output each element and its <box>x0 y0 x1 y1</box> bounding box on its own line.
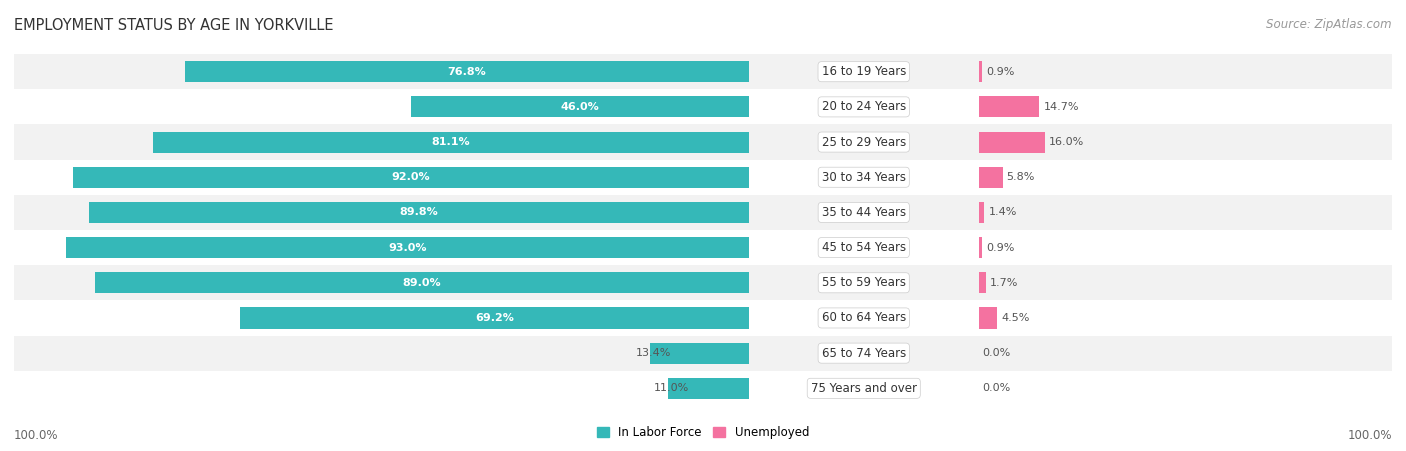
Bar <box>979 237 983 258</box>
Text: 0.9%: 0.9% <box>987 243 1015 253</box>
Text: 60 to 64 Years: 60 to 64 Years <box>821 312 905 324</box>
Bar <box>0 89 1406 124</box>
Bar <box>0 300 1406 336</box>
Bar <box>0 230 1406 265</box>
Bar <box>0 371 1406 406</box>
Bar <box>0 124 1406 160</box>
Bar <box>0 265 1406 300</box>
Bar <box>0 89 1406 124</box>
Bar <box>0 160 1406 195</box>
Bar <box>979 272 986 293</box>
Bar <box>979 167 1002 188</box>
Text: 20 to 24 Years: 20 to 24 Years <box>821 101 905 113</box>
Bar <box>89 202 749 223</box>
Bar <box>0 265 1406 300</box>
Bar <box>0 371 1406 406</box>
Bar <box>0 54 1406 89</box>
Bar <box>0 54 1406 89</box>
Text: 25 to 29 Years: 25 to 29 Years <box>821 136 905 148</box>
Text: 65 to 74 Years: 65 to 74 Years <box>821 347 905 359</box>
Bar <box>979 202 984 223</box>
Text: 75 Years and over: 75 Years and over <box>811 382 917 395</box>
Text: 45 to 54 Years: 45 to 54 Years <box>821 241 905 254</box>
Bar <box>668 378 749 399</box>
Text: 69.2%: 69.2% <box>475 313 515 323</box>
Bar <box>0 300 1406 336</box>
Bar <box>0 54 1406 89</box>
Bar <box>979 61 983 82</box>
Legend: In Labor Force, Unemployed: In Labor Force, Unemployed <box>591 420 815 445</box>
Text: 1.4%: 1.4% <box>988 207 1017 217</box>
Bar <box>66 237 749 258</box>
Text: EMPLOYMENT STATUS BY AGE IN YORKVILLE: EMPLOYMENT STATUS BY AGE IN YORKVILLE <box>14 18 333 33</box>
Text: 30 to 34 Years: 30 to 34 Years <box>821 171 905 184</box>
Text: 0.9%: 0.9% <box>987 67 1015 77</box>
Text: 0.0%: 0.0% <box>983 383 1011 393</box>
Bar <box>0 336 1406 371</box>
Text: 100.0%: 100.0% <box>1347 429 1392 442</box>
Text: 93.0%: 93.0% <box>388 243 426 253</box>
Text: 76.8%: 76.8% <box>447 67 486 77</box>
Text: 14.7%: 14.7% <box>1043 102 1078 112</box>
Bar <box>0 371 1406 406</box>
Bar <box>0 195 1406 230</box>
Bar <box>0 195 1406 230</box>
Bar <box>73 167 749 188</box>
Text: 55 to 59 Years: 55 to 59 Years <box>821 276 905 289</box>
Text: 92.0%: 92.0% <box>392 172 430 182</box>
Text: 0.0%: 0.0% <box>983 348 1011 358</box>
Text: 89.0%: 89.0% <box>402 278 441 288</box>
Text: Source: ZipAtlas.com: Source: ZipAtlas.com <box>1267 18 1392 31</box>
Bar <box>0 336 1406 371</box>
Bar <box>0 124 1406 160</box>
Bar <box>0 265 1406 300</box>
Text: 46.0%: 46.0% <box>561 102 599 112</box>
Bar <box>651 343 749 364</box>
Text: 16.0%: 16.0% <box>1049 137 1084 147</box>
Bar <box>94 272 749 293</box>
Bar <box>153 132 749 152</box>
Text: 16 to 19 Years: 16 to 19 Years <box>821 65 905 78</box>
Text: 4.5%: 4.5% <box>1001 313 1029 323</box>
Bar <box>979 132 1045 152</box>
Text: 13.4%: 13.4% <box>636 348 671 358</box>
Text: 89.8%: 89.8% <box>399 207 439 217</box>
Bar <box>0 124 1406 160</box>
Bar <box>979 97 1039 117</box>
Bar <box>0 89 1406 124</box>
Text: 100.0%: 100.0% <box>14 429 59 442</box>
Bar <box>979 308 997 328</box>
Bar <box>0 195 1406 230</box>
Text: 11.0%: 11.0% <box>654 383 689 393</box>
Bar <box>0 160 1406 195</box>
Text: 1.7%: 1.7% <box>990 278 1018 288</box>
Bar <box>0 230 1406 265</box>
Text: 81.1%: 81.1% <box>432 137 470 147</box>
Bar <box>411 97 749 117</box>
Text: 5.8%: 5.8% <box>1007 172 1035 182</box>
Bar <box>0 336 1406 371</box>
Bar <box>0 300 1406 336</box>
Bar <box>0 160 1406 195</box>
Bar <box>0 230 1406 265</box>
Bar <box>240 308 749 328</box>
Bar <box>184 61 749 82</box>
Text: 35 to 44 Years: 35 to 44 Years <box>821 206 905 219</box>
